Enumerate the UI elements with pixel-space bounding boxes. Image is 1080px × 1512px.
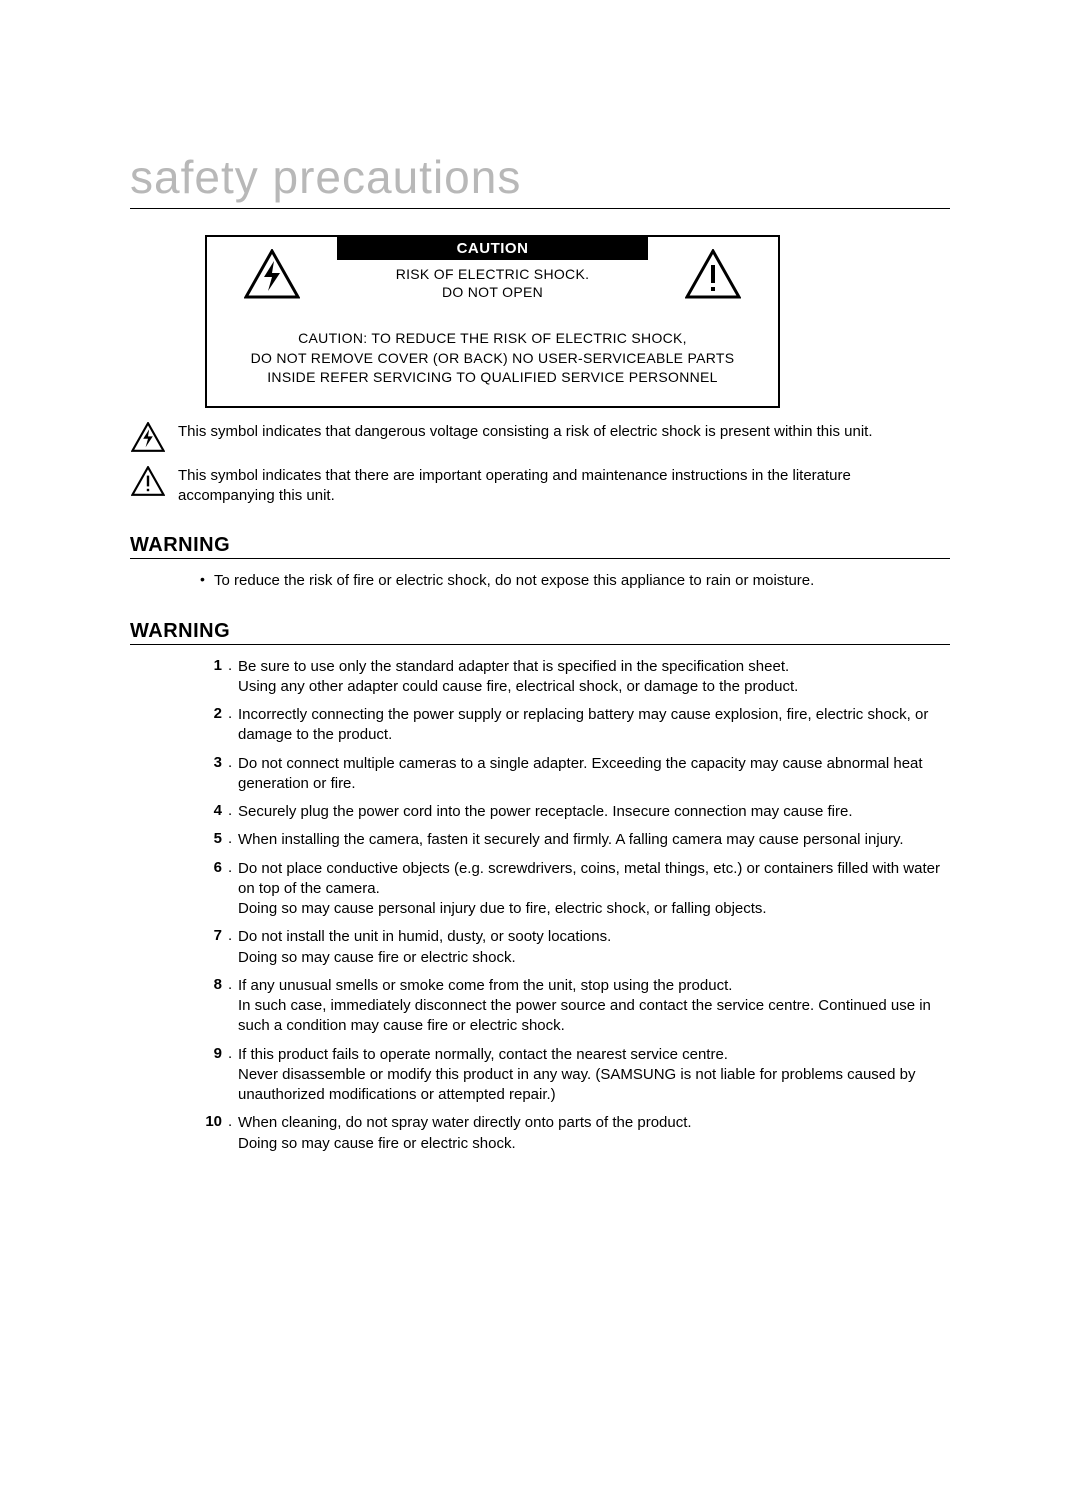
symbol-explanation-text: This symbol indicates that dangerous vol…: [178, 422, 950, 442]
warning-heading: WARNING: [130, 534, 950, 559]
warning-list-item: 10.When cleaning, do not spray water dir…: [130, 1113, 950, 1154]
list-number-dot: .: [228, 859, 238, 920]
list-item-text: Securely plug the power cord into the po…: [238, 802, 950, 822]
list-number-dot: .: [228, 754, 238, 795]
list-number: 4: [200, 802, 228, 822]
symbol-explanation-row: This symbol indicates that dangerous vol…: [130, 422, 950, 452]
warning-list-item: 8.If any unusual smells or smoke come fr…: [130, 976, 950, 1037]
list-number-dot: .: [228, 976, 238, 1037]
caution-bottom-text: CAUTION: TO REDUCE THE RISK OF ELECTRIC …: [207, 311, 778, 406]
warning-list-item: 2.Incorrectly connecting the power suppl…: [130, 705, 950, 746]
list-item-text: Be sure to use only the standard adapter…: [238, 657, 950, 698]
shock-triangle-icon: [244, 249, 300, 299]
list-item-text: When installing the camera, fasten it se…: [238, 830, 950, 850]
list-item-text: If any unusual smells or smoke come from…: [238, 976, 950, 1037]
list-number-dot: .: [228, 657, 238, 698]
list-number: 3: [200, 754, 228, 795]
warning-list-item: 5.When installing the camera, fasten it …: [130, 830, 950, 850]
warning-list-item: 6.Do not place conductive objects (e.g. …: [130, 859, 950, 920]
list-item-text: When cleaning, do not spray water direct…: [238, 1113, 950, 1154]
warning-bullet-text: To reduce the risk of fire or electric s…: [214, 571, 814, 591]
list-number-dot: .: [228, 830, 238, 850]
list-number: 5: [200, 830, 228, 850]
warning-bullet-row: • To reduce the risk of fire or electric…: [130, 571, 950, 591]
caution-subtext-1: RISK OF ELECTRIC SHOCK.: [386, 260, 600, 284]
symbol-icon-wrapper: [130, 466, 166, 496]
bullet-dot: •: [200, 571, 214, 591]
list-item-text: Do not connect multiple cameras to a sin…: [238, 754, 950, 795]
list-item-text: Incorrectly connecting the power supply …: [238, 705, 950, 746]
caution-box-center-cell: CAUTION RISK OF ELECTRIC SHOCK. DO NOT O…: [337, 237, 648, 311]
list-number-dot: .: [228, 1113, 238, 1154]
list-number: 10: [200, 1113, 228, 1154]
warning-heading: WARNING: [130, 620, 950, 645]
list-number-dot: .: [228, 705, 238, 746]
list-number-dot: .: [228, 927, 238, 968]
exclamation-triangle-icon: [131, 466, 165, 496]
list-number: 9: [200, 1045, 228, 1106]
list-number: 7: [200, 927, 228, 968]
shock-triangle-icon: [131, 422, 165, 452]
symbol-explanation-text: This symbol indicates that there are imp…: [178, 466, 950, 507]
exclamation-triangle-icon: [685, 249, 741, 299]
list-number: 1: [200, 657, 228, 698]
list-number-dot: .: [228, 1045, 238, 1106]
list-number: 8: [200, 976, 228, 1037]
caution-header: CAUTION: [337, 237, 648, 260]
list-item-text: Do not install the unit in humid, dusty,…: [238, 927, 950, 968]
list-item-text: Do not place conductive objects (e.g. sc…: [238, 859, 950, 920]
caution-box-top-row: CAUTION RISK OF ELECTRIC SHOCK. DO NOT O…: [207, 237, 778, 311]
caution-box-left-icon-cell: [207, 237, 337, 311]
warning-list-item: 3.Do not connect multiple cameras to a s…: [130, 754, 950, 795]
warning-ordered-list: 1.Be sure to use only the standard adapt…: [130, 657, 950, 1154]
list-number: 6: [200, 859, 228, 920]
caution-box-right-icon-cell: [648, 237, 778, 311]
page-title: safety precautions: [130, 150, 950, 209]
list-number-dot: .: [228, 802, 238, 822]
symbol-icon-wrapper: [130, 422, 166, 452]
list-number: 2: [200, 705, 228, 746]
caution-box: CAUTION RISK OF ELECTRIC SHOCK. DO NOT O…: [205, 235, 780, 408]
caution-subtext-2: DO NOT OPEN: [432, 284, 553, 310]
symbol-explanation-row: This symbol indicates that there are imp…: [130, 466, 950, 507]
list-item-text: If this product fails to operate normall…: [238, 1045, 950, 1106]
warning-list-item: 1.Be sure to use only the standard adapt…: [130, 657, 950, 698]
warning-list-item: 4.Securely plug the power cord into the …: [130, 802, 950, 822]
warning-list-item: 7.Do not install the unit in humid, dust…: [130, 927, 950, 968]
warning-list-item: 9.If this product fails to operate norma…: [130, 1045, 950, 1106]
